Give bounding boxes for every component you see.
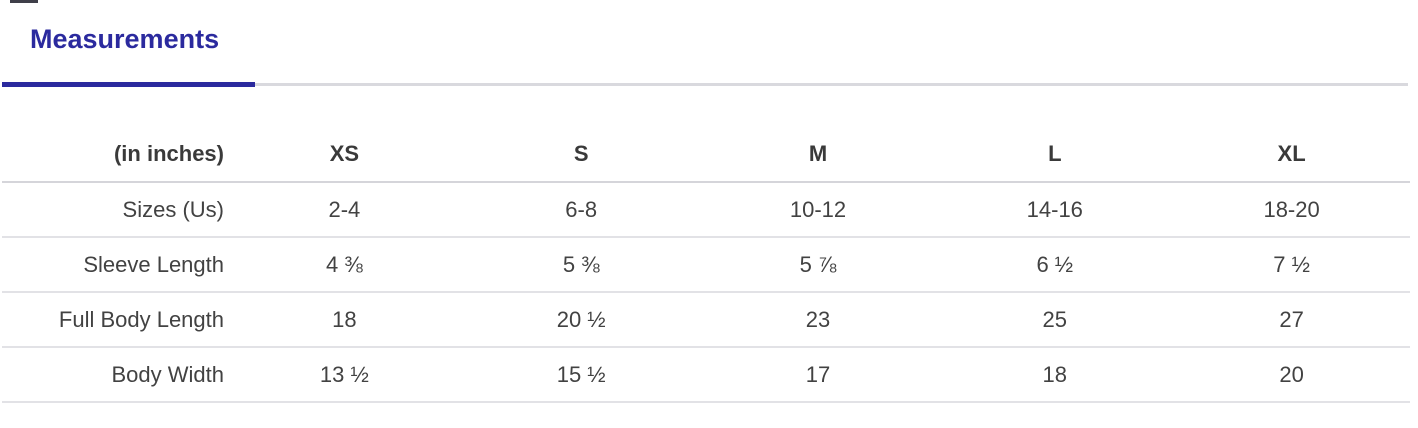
table-cell: 18 bbox=[226, 292, 463, 348]
table-cell: 18 bbox=[936, 347, 1174, 403]
cropped-border-fragment bbox=[10, 0, 38, 3]
column-header-m: M bbox=[699, 127, 937, 183]
active-tab-indicator bbox=[2, 82, 255, 87]
table-cell: 14-16 bbox=[936, 182, 1174, 238]
table-row-full-body-length: Full Body Length 18 20 ½ 23 25 27 bbox=[2, 292, 1410, 348]
table-row-sleeve-length: Sleeve Length 4 ⅜ 5 ⅜ 5 ⅞ 6 ½ 7 ½ bbox=[2, 237, 1410, 293]
table-cell: 15 ½ bbox=[462, 347, 700, 403]
table-cell: 2-4 bbox=[226, 182, 463, 238]
table-cell: 6-8 bbox=[462, 182, 700, 238]
table-cell: 23 bbox=[699, 292, 937, 348]
table-cell: 18-20 bbox=[1173, 182, 1410, 238]
column-header-s: S bbox=[462, 127, 700, 183]
column-header-l: L bbox=[936, 127, 1174, 183]
unit-header-cell: (in inches) bbox=[2, 127, 226, 183]
table-header-row: (in inches) XS S M L XL bbox=[2, 127, 1410, 183]
measurements-table: (in inches) XS S M L XL Sizes (Us) 2-4 6… bbox=[2, 127, 1410, 403]
table-cell: 20 ½ bbox=[462, 292, 700, 348]
table-cell: 10-12 bbox=[699, 182, 937, 238]
table-cell: 17 bbox=[699, 347, 937, 403]
table-cell: 7 ½ bbox=[1173, 237, 1410, 293]
table-row-sizes: Sizes (Us) 2-4 6-8 10-12 14-16 18-20 bbox=[2, 182, 1410, 238]
table-cell: 25 bbox=[936, 292, 1174, 348]
row-label: Sizes (Us) bbox=[2, 182, 226, 238]
row-label: Body Width bbox=[2, 347, 226, 403]
measurements-tab[interactable]: Measurements bbox=[30, 24, 220, 54]
table-cell: 13 ½ bbox=[226, 347, 463, 403]
table-row-body-width: Body Width 13 ½ 15 ½ 17 18 20 bbox=[2, 347, 1410, 403]
table-cell: 6 ½ bbox=[936, 237, 1174, 293]
column-header-xl: XL bbox=[1173, 127, 1410, 183]
row-label: Full Body Length bbox=[2, 292, 226, 348]
table-cell: 27 bbox=[1173, 292, 1410, 348]
table-cell: 4 ⅜ bbox=[226, 237, 463, 293]
row-label: Sleeve Length bbox=[2, 237, 226, 293]
tab-divider-line bbox=[2, 83, 1408, 86]
table-cell: 20 bbox=[1173, 347, 1410, 403]
table-cell: 5 ⅜ bbox=[462, 237, 700, 293]
column-header-xs: XS bbox=[226, 127, 463, 183]
table-cell: 5 ⅞ bbox=[699, 237, 937, 293]
